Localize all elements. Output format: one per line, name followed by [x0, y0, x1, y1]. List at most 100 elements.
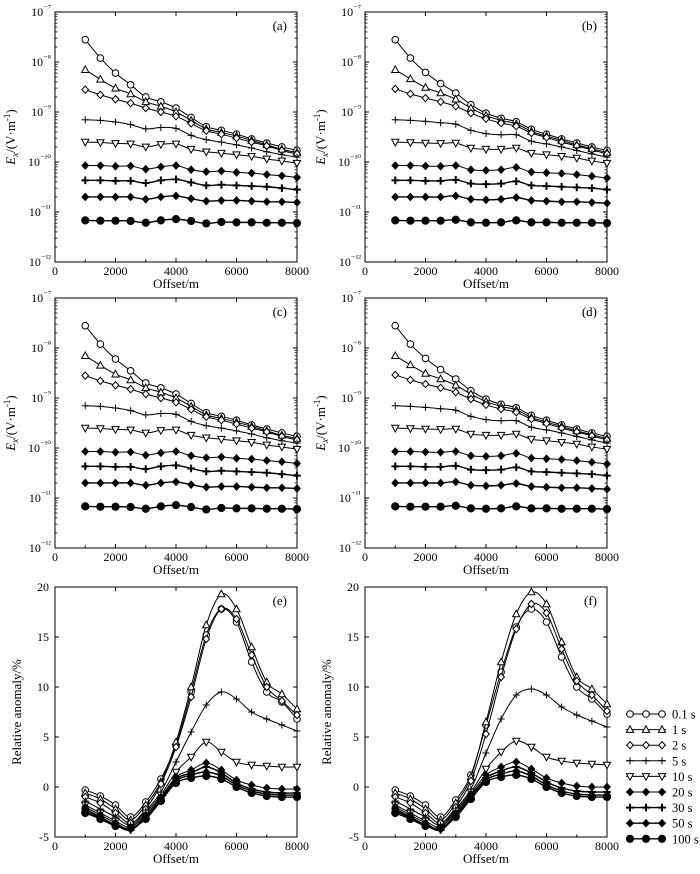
data-point — [511, 144, 521, 153]
data-point — [172, 397, 180, 407]
legend-label: 0.1 s — [672, 708, 696, 722]
data-point — [391, 402, 399, 410]
data-point — [391, 447, 400, 456]
data-point — [202, 196, 211, 206]
x-tick-label: 6000 — [535, 839, 559, 853]
data-point — [277, 689, 287, 698]
series-b-100s — [391, 215, 612, 228]
series-c-30s — [81, 461, 301, 480]
y-tick-label: 10⁻⁸ — [31, 339, 51, 355]
data-point — [292, 792, 302, 802]
data-point — [96, 447, 105, 456]
series-b-50s — [391, 191, 611, 208]
data-point — [497, 404, 506, 414]
series-e-2s — [81, 604, 301, 828]
data-point — [436, 79, 445, 88]
data-point — [527, 218, 536, 227]
data-point — [527, 423, 535, 431]
data-point — [126, 823, 135, 833]
data-point — [216, 748, 226, 757]
data-point — [202, 701, 210, 709]
y-tick-label: 10⁻¹² — [29, 253, 51, 269]
data-point — [126, 463, 135, 471]
y-tick-label: 20 — [37, 580, 49, 594]
data-point — [496, 145, 506, 155]
data-point — [277, 218, 286, 227]
data-point — [126, 98, 135, 108]
data-point — [603, 723, 611, 731]
y-tick-label: 15 — [37, 630, 49, 644]
series-f-1s — [390, 587, 612, 824]
data-point — [391, 502, 400, 511]
data-point — [557, 788, 566, 798]
data-point — [247, 439, 257, 448]
legend-marker — [658, 740, 666, 750]
data-point — [451, 462, 460, 470]
data-point — [557, 644, 566, 654]
data-point — [232, 181, 241, 190]
data-point — [512, 624, 521, 634]
data-point — [247, 468, 256, 476]
data-point — [421, 93, 430, 103]
data-point — [202, 453, 211, 463]
data-point — [587, 792, 596, 802]
data-point — [247, 788, 256, 798]
data-point — [142, 125, 150, 133]
data-point — [81, 161, 90, 170]
data-point — [573, 146, 581, 154]
series-a-5s — [81, 116, 301, 161]
y-tick-label: 10⁻⁷ — [31, 289, 51, 305]
data-point — [95, 425, 105, 434]
data-point — [217, 688, 225, 696]
x-tick-label: 0 — [52, 264, 58, 278]
data-point — [111, 140, 120, 149]
data-point — [587, 171, 596, 181]
x-axis-label: Offset/m — [463, 562, 509, 577]
data-point — [156, 779, 165, 789]
data-point — [111, 161, 120, 171]
data-point — [232, 218, 241, 227]
data-point — [80, 350, 90, 360]
data-point — [263, 434, 271, 442]
panel-label-e: (e) — [273, 593, 287, 608]
data-point — [497, 772, 506, 782]
series-b-30s — [391, 176, 611, 194]
legend-label: 20 s — [672, 786, 693, 800]
x-tick-label: 4000 — [164, 264, 188, 278]
data-point — [512, 121, 521, 131]
data-point — [452, 120, 460, 128]
panel-a: 0 2000 4000 6000 8000 10⁻¹² 10⁻¹¹ 10⁻¹⁰ 10⁻⁹ 10⁻⁸… — [2, 3, 309, 291]
data-point — [421, 192, 430, 202]
data-point — [391, 478, 400, 488]
legend-marker — [658, 757, 666, 765]
legend-label: 100 s — [672, 832, 699, 846]
data-point — [436, 140, 446, 149]
data-point — [156, 393, 165, 403]
legend-marker — [625, 773, 635, 782]
data-point — [186, 431, 196, 441]
y-tick-label: 10⁻¹² — [339, 253, 361, 269]
data-point — [482, 180, 490, 188]
y-tick-label: 10⁻¹¹ — [29, 203, 51, 219]
x-tick-label: 2000 — [104, 550, 128, 564]
data-point — [292, 445, 302, 454]
x-tick-label: 6000 — [535, 550, 559, 564]
data-point — [527, 467, 536, 476]
data-point — [542, 468, 551, 476]
data-point — [421, 447, 430, 457]
data-point — [292, 218, 302, 228]
data-point — [572, 440, 582, 449]
data-point — [171, 140, 181, 149]
legend-marker — [642, 803, 650, 812]
data-point — [293, 471, 301, 480]
data-point — [603, 471, 611, 480]
data-point — [262, 483, 271, 493]
legend-label: 5 s — [672, 754, 686, 768]
data-point — [466, 451, 475, 461]
data-point — [247, 650, 256, 660]
y-tick-label: 5 — [353, 730, 359, 744]
data-point — [292, 159, 302, 168]
data-point — [527, 685, 535, 693]
data-point — [187, 692, 196, 702]
